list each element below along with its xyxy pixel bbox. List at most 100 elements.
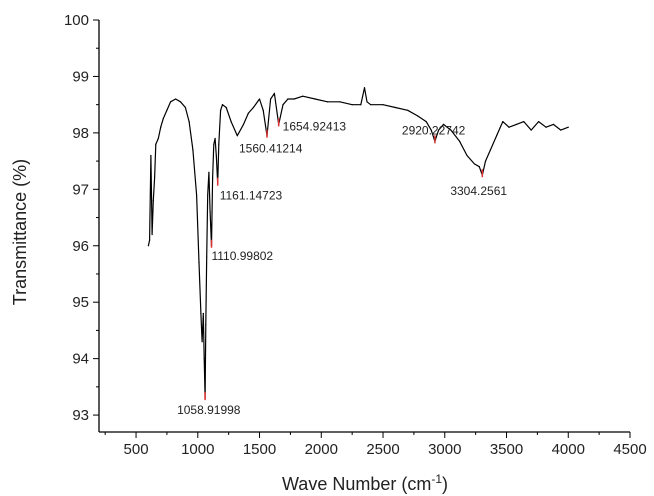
data-point [567, 126, 569, 128]
axes [98, 20, 630, 433]
peak-label: 2920.22742 [402, 123, 466, 137]
data-point [147, 245, 149, 247]
x-tick-label: 2500 [366, 441, 399, 458]
data-point [293, 98, 295, 100]
data-point [188, 120, 190, 123]
x-tick-label: 1000 [181, 441, 214, 458]
x-tick-label: 4000 [552, 441, 585, 458]
y-tick-label: 97 [72, 181, 89, 198]
data-point [466, 154, 468, 157]
data-point [207, 194, 209, 196]
y-axis-title: Transmittance (%) [10, 159, 30, 305]
data-point [508, 126, 510, 128]
data-point [458, 140, 461, 142]
data-point [339, 101, 341, 103]
data-point [314, 98, 316, 100]
data-point [184, 106, 187, 109]
data-point [225, 106, 227, 109]
data-point [270, 98, 272, 100]
data-point [214, 137, 216, 140]
data-point [208, 171, 210, 173]
data-point [489, 149, 492, 151]
peak-label: 1654.92413 [283, 119, 347, 133]
data-point [162, 118, 164, 120]
x-axis-title-close: ) [442, 474, 448, 494]
data-point [174, 98, 177, 100]
data-point [213, 143, 215, 145]
data-point [258, 98, 261, 100]
y-tick-label: 99 [72, 68, 89, 85]
data-point [203, 358, 205, 360]
data-point [407, 109, 409, 111]
spectrum-line [147, 87, 569, 399]
y-tick-label: 95 [72, 294, 89, 311]
data-point [366, 101, 368, 103]
x-axis-title: Wave Number (cm-1) [282, 472, 448, 494]
data-point [437, 129, 440, 131]
data-point [218, 143, 220, 145]
data-point [370, 104, 372, 106]
peak-label: 1110.99802 [211, 249, 273, 263]
data-point [212, 177, 214, 179]
data-point [179, 101, 182, 103]
data-point [450, 129, 452, 131]
peak-annotations: 1058.91998 1110.99802 1161.14723 1560.41214… [177, 118, 507, 417]
data-point [160, 126, 162, 128]
data-point [363, 87, 366, 89]
y-tick-label: 100 [64, 12, 89, 29]
x-tick-label: 1500 [243, 441, 276, 458]
data-point [442, 123, 445, 126]
peak-label: 1161.14723 [220, 189, 283, 203]
data-point [209, 211, 211, 213]
data-point [394, 106, 396, 109]
data-point [552, 123, 555, 126]
data-point [430, 129, 432, 131]
data-point [195, 194, 198, 196]
data-point [560, 129, 562, 131]
x-axis-title-superscript: -1 [431, 472, 442, 486]
peak-label: 1560.41214 [239, 142, 303, 156]
data-point [425, 120, 427, 123]
data-point [287, 98, 289, 100]
y-tick-label: 98 [72, 125, 89, 142]
data-point [360, 104, 362, 106]
data-point [192, 149, 194, 151]
data-point [496, 135, 498, 137]
data-point [326, 101, 329, 103]
data-point [150, 154, 152, 157]
data-point [157, 137, 159, 140]
data-point [242, 123, 245, 126]
data-point [200, 312, 202, 315]
data-point [262, 109, 264, 111]
data-point [151, 233, 153, 236]
data-point [215, 154, 217, 157]
y-tick-label: 94 [72, 351, 89, 368]
peak-label: 1058.91998 [177, 403, 241, 417]
data-point [201, 341, 203, 343]
data-point [273, 92, 275, 94]
data-point [382, 104, 384, 106]
data-point [252, 106, 254, 109]
peak-label: 3304.2561 [450, 184, 507, 198]
data-point [515, 123, 517, 126]
ticks: 500 1000 1500 2000 2500 3000 3500 4000 4500 93 94 9… [64, 12, 647, 458]
data-point [153, 177, 156, 179]
data-point [221, 104, 224, 106]
data-point [282, 104, 284, 106]
data-point [155, 143, 157, 145]
data-point [205, 324, 207, 326]
data-point [152, 200, 154, 202]
y-tick-label: 96 [72, 238, 89, 255]
data-point [478, 166, 480, 168]
data-point [351, 104, 353, 106]
x-tick-label: 3000 [428, 441, 461, 458]
data-point [530, 129, 532, 131]
data-point [538, 120, 540, 123]
data-point [236, 135, 238, 137]
data-point [230, 120, 232, 123]
x-tick-label: 3500 [490, 441, 523, 458]
x-tick-label: 2000 [305, 441, 338, 458]
x-axis-title-main: Wave Number (cm [282, 474, 431, 494]
data-point [198, 262, 200, 264]
